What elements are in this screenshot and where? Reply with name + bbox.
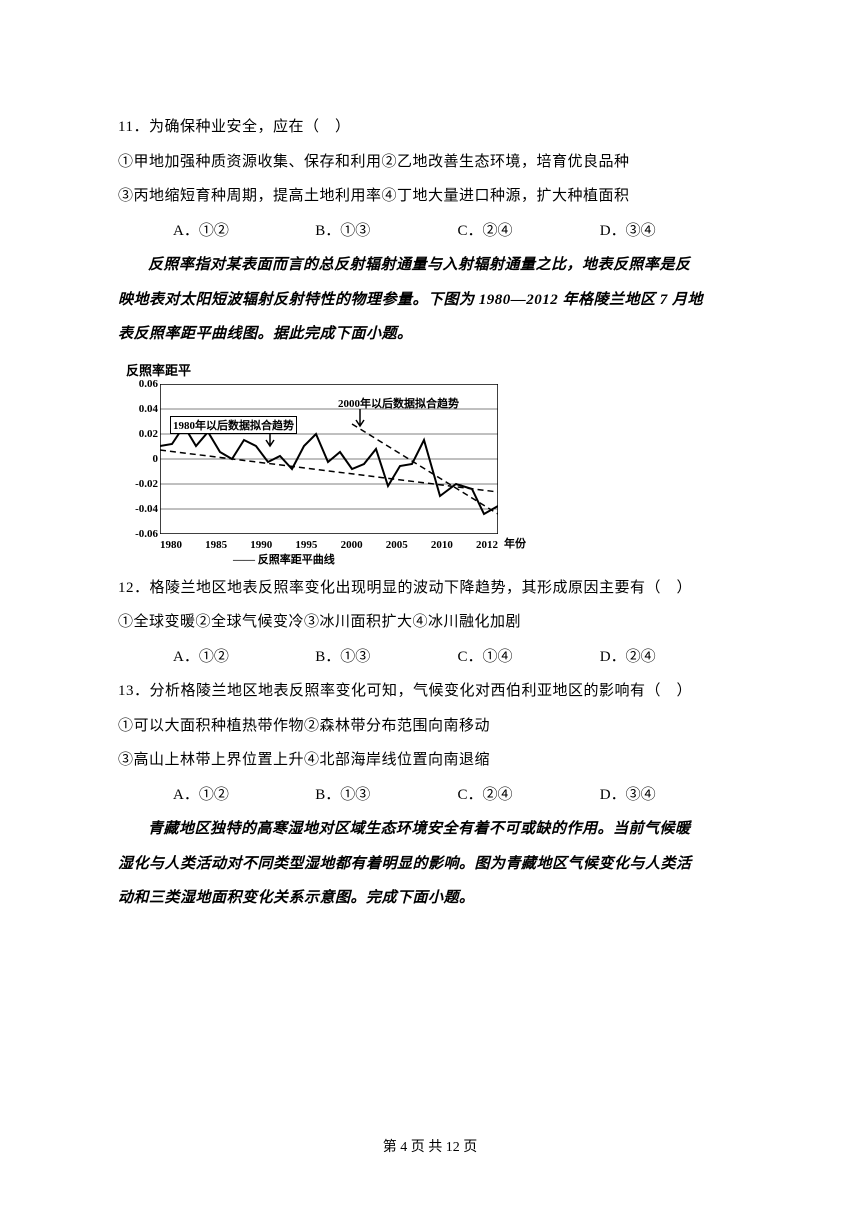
chart-legend: —— 反照率距平曲线: [233, 551, 335, 567]
q13-statement-1: ①可以大面积种植热带作物②森林带分布范围向南移动: [118, 709, 742, 744]
q13-statement-2: ③高山上林带上界位置上升④北部海岸线位置向南退缩: [118, 743, 742, 778]
passage1-line1: 反照率指对某表面而言的总反射辐射通量与入射辐射通量之比，地表反照率是反: [118, 248, 742, 283]
q11-stem: 11．为确保种业安全，应在（ ）: [118, 110, 742, 145]
q13-opt-d[interactable]: D．③④: [600, 778, 742, 813]
q12-opt-d[interactable]: D．②④: [600, 640, 742, 675]
passage1-line2: 映地表对太阳短波辐射反射特性的物理参量。下图为 1980—2012 年格陵兰地区…: [118, 283, 742, 318]
page-footer: 第 4 页 共 12 页: [0, 1136, 860, 1156]
q12-options: A．①② B．①③ C．①④ D．②④: [118, 640, 742, 675]
passage2-line2: 湿化与人类活动对不同类型湿地都有着明显的影响。图为青藏地区气候变化与人类活: [118, 847, 742, 882]
q11-opt-b[interactable]: B．①③: [315, 214, 457, 249]
q13-opt-c[interactable]: C．②④: [458, 778, 600, 813]
q12-statement-1: ①全球变暖②全球气候变冷③冰川面积扩大④冰川融化加剧: [118, 605, 742, 640]
passage2-line1: 青藏地区独特的高寒湿地对区域生态环境安全有着不可或缺的作用。当前气候暖: [118, 812, 742, 847]
q12-stem: 12．格陵兰地区地表反照率变化出现明显的波动下降趋势，其形成原因主要有（ ）: [118, 571, 742, 606]
chart-anno-1980: 1980年以后数据拟合趋势: [170, 416, 297, 434]
q11-opt-d[interactable]: D．③④: [600, 214, 742, 249]
q11-opt-a[interactable]: A．①②: [173, 214, 315, 249]
q13-opt-b[interactable]: B．①③: [315, 778, 457, 813]
q12-opt-b[interactable]: B．①③: [315, 640, 457, 675]
q11-statement-1: ①甲地加强种质资源收集、保存和利用②乙地改善生态环境，培育优良品种: [118, 145, 742, 180]
chart-y-axis: 0.060.040.020-0.02-0.04-0.06: [118, 381, 158, 536]
chart-x-axis: 19801985199019952000200520102012: [160, 539, 498, 551]
albedo-chart: 反照率距平 0.060.040.020-0.02-0.04-0.06 1980年…: [118, 360, 498, 559]
q12-opt-a[interactable]: A．①②: [173, 640, 315, 675]
chart-x-unit: 年份: [504, 535, 526, 551]
passage1-line3: 表反照率距平曲线图。据此完成下面小题。: [118, 317, 742, 352]
q13-options: A．①② B．①③ C．②④ D．③④: [118, 778, 742, 813]
passage2-line3: 动和三类湿地面积变化关系示意图。完成下面小题。: [118, 881, 742, 916]
q11-options: A．①② B．①③ C．②④ D．③④: [118, 214, 742, 249]
q12-opt-c[interactable]: C．①④: [458, 640, 600, 675]
q13-opt-a[interactable]: A．①②: [173, 778, 315, 813]
q11-opt-c[interactable]: C．②④: [458, 214, 600, 249]
q13-stem: 13．分析格陵兰地区地表反照率变化可知，气候变化对西伯利亚地区的影响有（ ）: [118, 674, 742, 709]
chart-anno-2000: 2000年以后数据拟合趋势: [338, 395, 459, 411]
chart-y-title: 反照率距平: [126, 360, 498, 379]
q11-statement-2: ③丙地缩短育种周期，提高土地利用率④丁地大量进口种源，扩大种植面积: [118, 179, 742, 214]
